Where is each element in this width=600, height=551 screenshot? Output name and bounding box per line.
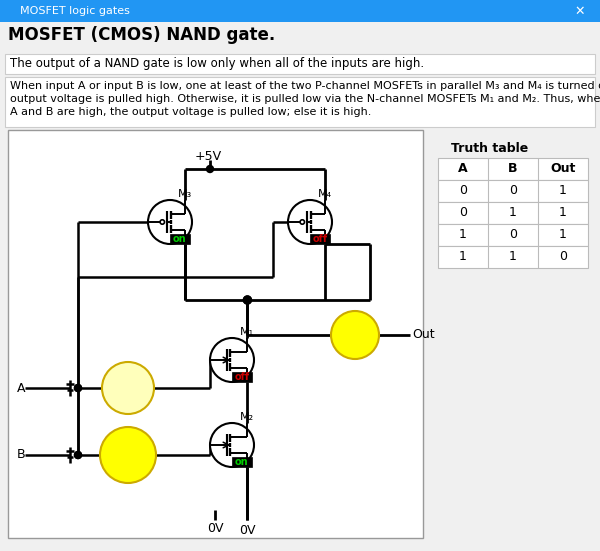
Bar — [5, 54, 595, 74]
Text: output voltage is pulled high. Otherwise, it is pulled low via the N-channel MOS: output voltage is pulled high. Otherwise… — [10, 94, 600, 104]
Text: A and B are high, the output voltage is pulled low; else it is high.: A and B are high, the output voltage is … — [10, 107, 371, 117]
Circle shape — [244, 296, 251, 304]
Circle shape — [74, 451, 82, 458]
Circle shape — [244, 296, 251, 304]
Text: 0: 0 — [459, 185, 467, 197]
Text: B: B — [17, 449, 26, 462]
Circle shape — [160, 220, 164, 224]
Text: M₁: M₁ — [240, 327, 254, 337]
Text: 1: 1 — [559, 185, 567, 197]
Bar — [438, 180, 588, 202]
Text: 0V: 0V — [207, 522, 223, 535]
Text: 0: 0 — [509, 185, 517, 197]
Circle shape — [74, 385, 82, 392]
Bar — [232, 372, 252, 382]
Bar — [438, 202, 588, 224]
Bar — [8, 130, 423, 538]
Bar — [5, 77, 595, 127]
Text: M₄: M₄ — [318, 189, 332, 199]
Text: +5V: +5V — [195, 150, 222, 163]
Text: M₂: M₂ — [240, 412, 254, 422]
Circle shape — [210, 338, 254, 382]
Bar — [170, 234, 190, 244]
Text: Out: Out — [412, 328, 434, 342]
Text: Out: Out — [550, 163, 575, 176]
Text: 0V: 0V — [239, 524, 256, 537]
Text: A: A — [458, 163, 468, 176]
Bar — [438, 246, 588, 268]
Bar — [232, 457, 252, 467]
Text: 1: 1 — [459, 251, 467, 263]
Text: 1: 1 — [509, 251, 517, 263]
Text: 1: 1 — [509, 207, 517, 219]
Circle shape — [206, 165, 214, 172]
Text: A: A — [17, 381, 25, 395]
Text: MOSFET logic gates: MOSFET logic gates — [20, 6, 130, 16]
Circle shape — [148, 200, 192, 244]
Text: off: off — [235, 372, 250, 382]
Text: The output of a NAND gate is low only when all of the inputs are high.: The output of a NAND gate is low only wh… — [10, 57, 424, 69]
Text: 1: 1 — [559, 229, 567, 241]
Circle shape — [74, 451, 82, 458]
Text: When input A or input B is low, one at least of the two P-channel MOSFETs in par: When input A or input B is low, one at l… — [10, 81, 600, 91]
Text: M₃: M₃ — [178, 189, 192, 199]
Text: on: on — [235, 457, 249, 467]
Circle shape — [210, 423, 254, 467]
Text: B: B — [508, 163, 518, 176]
Text: Truth table: Truth table — [451, 142, 529, 155]
Bar — [438, 158, 588, 180]
Text: 1: 1 — [559, 207, 567, 219]
Circle shape — [300, 220, 305, 224]
Text: MOSFET (CMOS) NAND gate.: MOSFET (CMOS) NAND gate. — [8, 26, 275, 44]
Circle shape — [100, 427, 156, 483]
Bar — [438, 224, 588, 246]
Circle shape — [102, 362, 154, 414]
Bar — [310, 234, 330, 244]
Text: 1: 1 — [459, 229, 467, 241]
Circle shape — [331, 311, 379, 359]
Circle shape — [74, 385, 82, 392]
Text: 0: 0 — [509, 229, 517, 241]
Circle shape — [288, 200, 332, 244]
Bar — [0, 0, 600, 22]
Text: 0: 0 — [559, 251, 567, 263]
Text: off: off — [313, 234, 328, 244]
Text: on: on — [173, 234, 187, 244]
Text: 0: 0 — [459, 207, 467, 219]
Text: ✕: ✕ — [575, 4, 585, 18]
